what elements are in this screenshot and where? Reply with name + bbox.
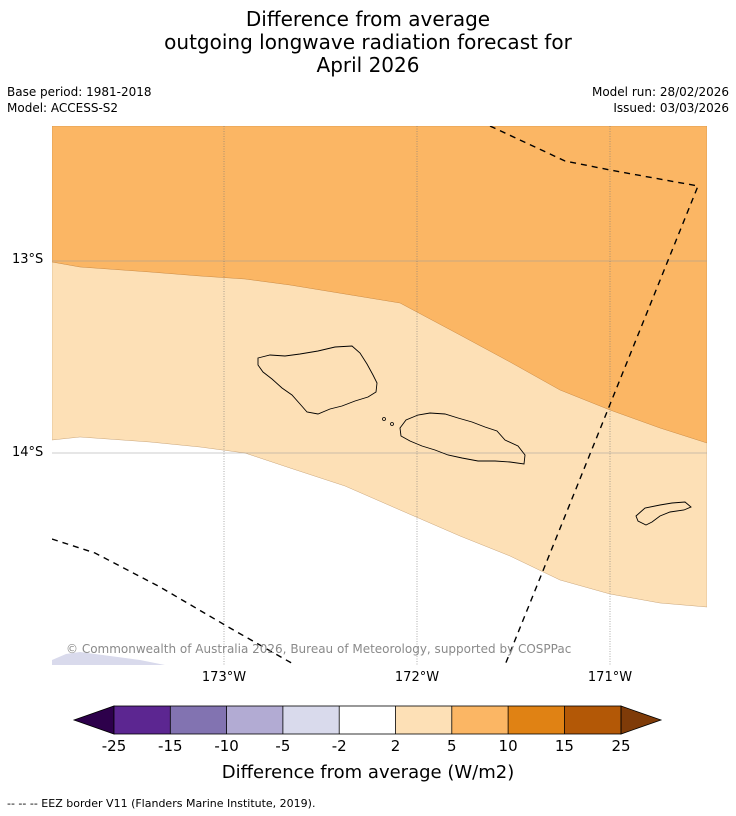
- model-name: Model: ACCESS-S2: [7, 101, 119, 115]
- island-manono: [390, 422, 394, 426]
- meta-right: Model run: 28/02/2026 Issued: 03/03/2026: [592, 84, 729, 116]
- colorbar-tick: -10: [214, 737, 239, 755]
- colorbar-seg-1: [114, 706, 171, 734]
- issued-date: Issued: 03/03/2026: [613, 101, 729, 115]
- title-line-2: outgoing longwave radiation forecast for: [164, 30, 572, 54]
- map-area: [52, 126, 707, 665]
- chart-title: Difference from average outgoing longwav…: [0, 8, 736, 77]
- colorbar-extend-high: [620, 705, 663, 735]
- meta-left: Base period: 1981-2018 Model: ACCESS-S2: [7, 84, 152, 116]
- island-tutuila: [635, 501, 692, 526]
- island-apolima: [382, 417, 386, 421]
- lat-label-13s: 13°S: [12, 252, 44, 267]
- model-run: Model run: 28/02/2026: [591, 85, 729, 99]
- lon-label-172w: 172°W: [394, 670, 440, 685]
- colorbar-extend-low: [72, 705, 115, 735]
- colorbar-tick: 5: [447, 737, 457, 755]
- colorbar-tick: -25: [101, 737, 127, 755]
- colorbar-seg-3: [226, 706, 283, 734]
- lon-label-171w: 171°W: [587, 670, 633, 685]
- eez-border-east: [489, 126, 699, 665]
- colorbar-seg-5: [339, 706, 396, 734]
- colorbar-tick: -15: [158, 737, 183, 755]
- colorbar-seg-8: [508, 706, 565, 734]
- base-period: Base period: 1981-2018: [7, 85, 152, 99]
- title-line-1: Difference from average: [245, 7, 491, 31]
- colorbar-tick: 25: [611, 737, 631, 755]
- colorbar-seg-4: [282, 706, 340, 734]
- island-upolu: [399, 412, 526, 465]
- lon-label-173w: 173°W: [201, 670, 247, 685]
- band-5-to-10: [52, 126, 707, 444]
- colorbar-tick: -2: [331, 737, 347, 755]
- title-line-3: April 2026: [316, 53, 420, 77]
- colorbar-tick: 10: [498, 737, 518, 755]
- copyright-notice: © Commonwealth of Australia 2026, Bureau…: [66, 642, 572, 656]
- colorbar-tick: 2: [390, 737, 401, 755]
- eez-border-west: [52, 538, 296, 665]
- colorbar-dividers: [169, 706, 565, 734]
- colorbar-frame: [113, 705, 622, 735]
- lat-label-14s: 14°S: [12, 445, 44, 460]
- colorbar-tick: -5: [275, 737, 291, 755]
- colorbar-seg-2: [170, 706, 227, 734]
- colorbar-tick: 15: [554, 737, 574, 755]
- island-savaii: [257, 345, 378, 415]
- eez-legend: -- -- -- EEZ border V11 (Flanders Marine…: [7, 797, 316, 810]
- colorbar: [72, 705, 663, 735]
- colorbar-seg-6: [395, 706, 452, 734]
- colorbar-label: Difference from average (W/m2): [221, 762, 515, 783]
- colorbar-seg-9: [564, 706, 621, 734]
- colorbar-seg-7: [451, 706, 509, 734]
- band-minus5-to-minus2: [52, 652, 165, 665]
